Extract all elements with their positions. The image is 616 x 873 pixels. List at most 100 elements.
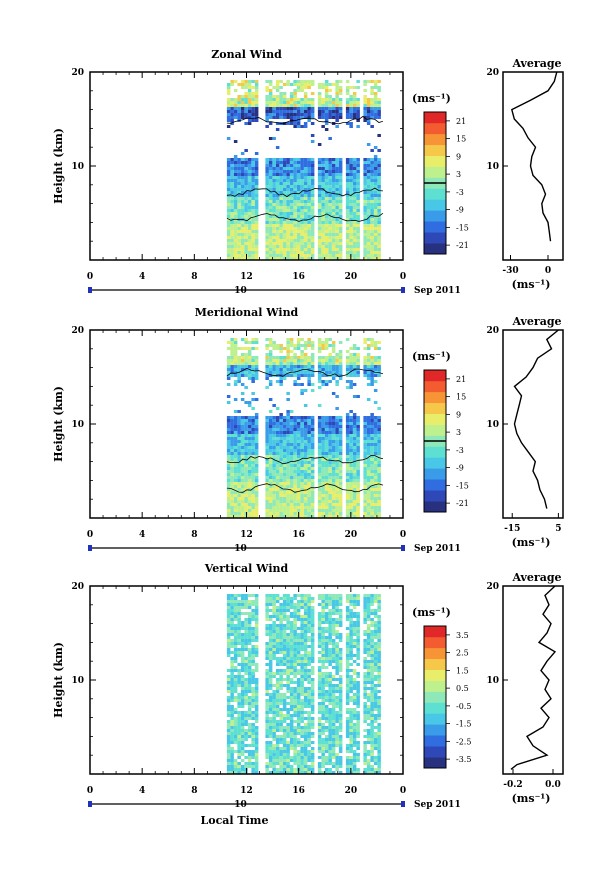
- colorbar-tick-label: -9: [456, 464, 464, 473]
- heatmap-cell: [282, 251, 287, 254]
- heatmap-cell: [275, 257, 280, 260]
- heatmap-cell: [233, 341, 238, 344]
- heatmap-cell: [247, 122, 252, 125]
- heatmap-cell: [303, 95, 308, 98]
- heatmap-cell: [240, 359, 245, 362]
- heatmap-cell: [307, 371, 311, 374]
- heatmap-cell: [240, 627, 245, 630]
- heatmap-cell: [247, 404, 252, 407]
- heatmap-cell: [366, 347, 371, 350]
- heatmap-cell: [240, 612, 245, 615]
- heatmap-cell: [338, 482, 343, 485]
- heatmap-cell: [345, 104, 350, 107]
- heatmap-cell: [237, 612, 241, 615]
- heatmap-cell: [352, 353, 357, 356]
- heatmap-cell: [303, 747, 308, 750]
- heatmap-cell: [268, 164, 273, 167]
- heatmap-cell: [265, 173, 269, 176]
- heatmap-cell: [307, 446, 311, 449]
- heatmap-cell: [251, 239, 255, 242]
- heatmap-cell: [303, 224, 308, 227]
- heatmap-cell: [275, 738, 280, 741]
- heatmap-cell: [317, 233, 322, 236]
- heatmap-cell: [282, 422, 287, 425]
- heatmap-cell: [331, 374, 336, 377]
- heatmap-cell: [247, 633, 252, 636]
- heatmap-cell: [338, 107, 343, 110]
- heatmap-cell: [310, 344, 315, 347]
- heatmap-cell: [233, 224, 238, 227]
- heatmap-cell: [254, 741, 259, 744]
- heatmap-cell: [268, 218, 273, 221]
- heatmap-cell: [356, 239, 360, 242]
- heatmap-cell: [237, 765, 241, 768]
- heatmap-cell: [279, 110, 283, 113]
- heatmap-cell: [293, 215, 297, 218]
- heatmap-cell: [317, 497, 322, 500]
- heatmap-cell: [272, 356, 276, 359]
- heatmap-cell: [244, 636, 248, 639]
- heatmap-cell: [363, 422, 367, 425]
- heatmap-cell: [244, 245, 248, 248]
- heatmap-cell: [300, 416, 304, 419]
- heatmap-cell: [237, 693, 241, 696]
- heatmap-cell: [338, 209, 343, 212]
- heatmap-cell: [279, 488, 283, 491]
- heatmap-cell: [300, 639, 304, 642]
- heatmap-cell: [352, 482, 357, 485]
- heatmap-cell: [240, 236, 245, 239]
- heatmap-cell: [233, 476, 238, 479]
- heatmap-cell: [335, 161, 339, 164]
- heatmap-cell: [275, 714, 280, 717]
- heatmap-cell: [377, 248, 381, 251]
- heatmap-cell: [331, 203, 336, 206]
- heatmap-cell: [237, 158, 241, 161]
- heatmap-cell: [352, 107, 357, 110]
- heatmap-cell: [237, 233, 241, 236]
- heatmap-cell: [377, 212, 381, 215]
- heatmap-cell: [240, 488, 245, 491]
- colorbar-tick-label: 21: [456, 117, 466, 126]
- heatmap-cell: [303, 690, 308, 693]
- heatmap-cell: [272, 503, 276, 506]
- heatmap-cell: [296, 660, 301, 663]
- heatmap-cell: [286, 410, 290, 413]
- panel-title: Zonal Wind: [211, 48, 282, 61]
- heatmap-cell: [349, 116, 353, 119]
- heatmap-cell: [268, 236, 273, 239]
- heatmap-cell: [328, 224, 332, 227]
- heatmap-cell: [331, 110, 336, 113]
- heatmap-cell: [279, 603, 283, 606]
- heatmap-cell: [244, 660, 248, 663]
- heatmap-cell: [293, 672, 297, 675]
- heatmap-cell: [293, 624, 297, 627]
- heatmap-cell: [296, 365, 301, 368]
- heatmap-cell: [377, 443, 381, 446]
- heatmap-cell: [356, 158, 360, 161]
- heatmap-cell: [335, 176, 339, 179]
- heatmap-cell: [268, 431, 273, 434]
- heatmap-cell: [310, 515, 315, 518]
- heatmap-cell: [324, 254, 329, 257]
- heatmap-cell: [286, 660, 290, 663]
- heatmap-cell: [363, 338, 367, 341]
- heatmap-cell: [300, 729, 304, 732]
- heatmap-cell: [226, 359, 231, 362]
- heatmap-cell: [338, 161, 343, 164]
- heatmap-cell: [328, 98, 332, 101]
- heatmap-cell: [230, 624, 234, 627]
- heatmap-cell: [338, 476, 343, 479]
- heatmap-cell: [230, 455, 234, 458]
- heatmap-cell: [272, 422, 276, 425]
- heatmap-cell: [307, 203, 311, 206]
- heatmap-cell: [289, 185, 294, 188]
- heatmap-cell: [377, 485, 381, 488]
- panel-title: Vertical Wind: [204, 562, 289, 575]
- heatmap-cell: [321, 254, 325, 257]
- heatmap-cell: [254, 509, 259, 512]
- heatmap-cell: [272, 636, 276, 639]
- heatmap-cell: [366, 251, 371, 254]
- heatmap-cell: [310, 197, 315, 200]
- heatmap-cell: [310, 161, 315, 164]
- heatmap-cell: [244, 503, 248, 506]
